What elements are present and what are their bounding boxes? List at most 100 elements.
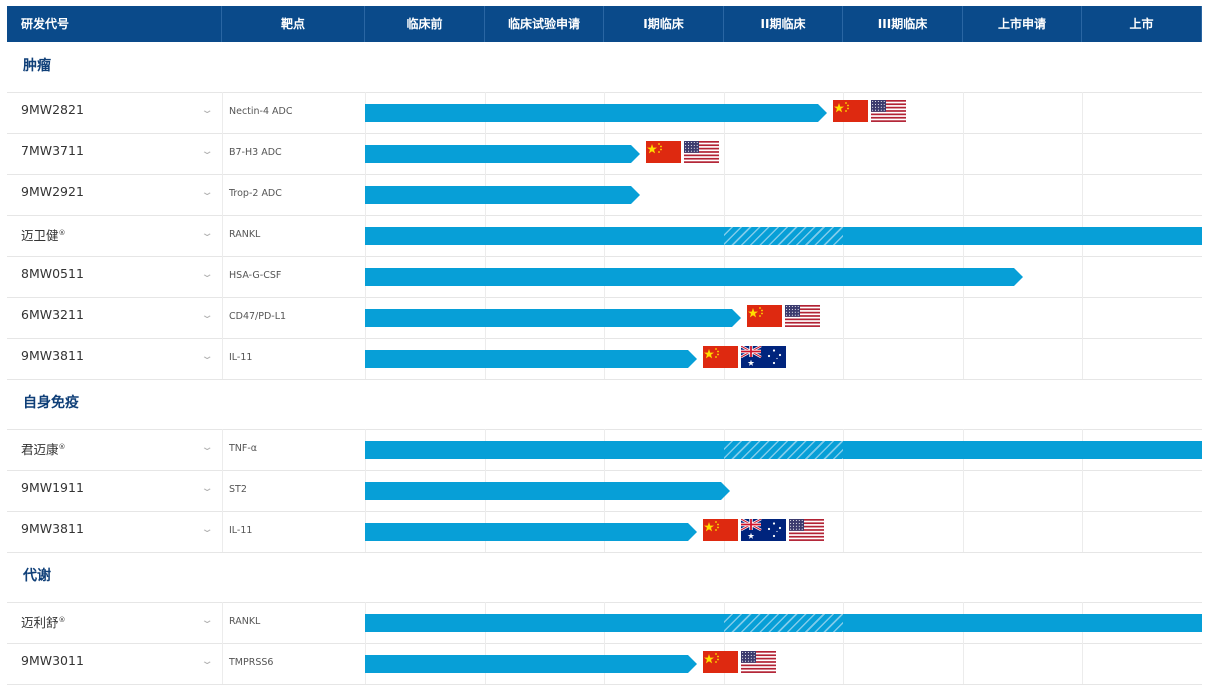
- pipeline-row[interactable]: 9MW3011 ⌄ TMPRSS6: [7, 643, 1202, 684]
- column-divider: [1082, 133, 1083, 174]
- chevron-down-icon[interactable]: ⌄: [200, 351, 214, 362]
- column-divider: [222, 92, 223, 133]
- progress-bar: [365, 441, 1202, 459]
- chevron-down-icon[interactable]: ⌄: [200, 105, 214, 116]
- column-divider: [843, 297, 844, 338]
- column-divider: [963, 470, 964, 511]
- column-divider: [222, 511, 223, 552]
- target-label: B7-H3 ADC: [229, 147, 282, 158]
- column-divider: [1082, 297, 1083, 338]
- progress-bar: [365, 186, 640, 204]
- pipeline-row[interactable]: 8MW0511 ⌄ HSA-G-CSF: [7, 256, 1202, 297]
- target-label: RANKL: [229, 229, 261, 240]
- column-divider: [1082, 643, 1083, 684]
- chevron-down-icon[interactable]: ⌄: [200, 228, 214, 239]
- pipeline-row[interactable]: 君迈康® ⌄ TNF-α: [7, 429, 1202, 470]
- drug-code-text: 9MW3811: [21, 521, 84, 536]
- column-divider: [1082, 470, 1083, 511]
- column-divider: [963, 92, 964, 133]
- drug-code-text: 君迈康: [21, 442, 59, 458]
- header-col-phase1: I期临床: [604, 6, 724, 42]
- progress-bar: [365, 655, 697, 673]
- chevron-down-icon[interactable]: ⌄: [200, 442, 214, 453]
- chevron-down-icon[interactable]: ⌄: [200, 187, 214, 198]
- usa-flag-icon: [871, 100, 906, 122]
- drug-code-text: 迈利舒: [21, 615, 59, 631]
- drug-code-text: 9MW2921: [21, 184, 84, 199]
- drug-code-text: 9MW1911: [21, 480, 84, 495]
- usa-flag-icon: [789, 519, 824, 541]
- pipeline-row[interactable]: 9MW2921 ⌄ Trop-2 ADC: [7, 174, 1202, 215]
- china-flag-icon: [646, 141, 681, 163]
- row-divider: [7, 684, 1202, 685]
- pipeline-row[interactable]: 9MW3811 ⌄ IL-11: [7, 338, 1202, 379]
- pipeline-row[interactable]: 9MW3811 ⌄ IL-11: [7, 511, 1202, 552]
- column-divider: [843, 511, 844, 552]
- column-divider: [724, 174, 725, 215]
- chevron-down-icon[interactable]: ⌄: [200, 656, 214, 667]
- region-flags: [646, 141, 722, 165]
- region-flags: [703, 651, 779, 675]
- usa-flag-icon: [684, 141, 719, 163]
- drug-code-text: 6MW3211: [21, 307, 84, 322]
- target-label: HSA-G-CSF: [229, 270, 282, 281]
- pipeline-row[interactable]: 9MW1911 ⌄ ST2: [7, 470, 1202, 511]
- drug-code: 迈卫健®: [21, 223, 66, 243]
- header-col-target: 靶点: [222, 6, 365, 42]
- australia-flag-icon: [741, 346, 786, 368]
- column-divider: [222, 133, 223, 174]
- column-divider: [1082, 92, 1083, 133]
- drug-code: 7MW3711: [21, 141, 84, 161]
- column-divider: [843, 133, 844, 174]
- drug-code: 君迈康®: [21, 437, 66, 457]
- drug-code: 8MW0511: [21, 264, 84, 284]
- column-divider: [222, 602, 223, 643]
- chevron-down-icon[interactable]: ⌄: [200, 269, 214, 280]
- progress-hatch: [724, 227, 843, 245]
- progress-bar: [365, 309, 741, 327]
- drug-code-text: 7MW3711: [21, 143, 84, 158]
- target-label: TMPRSS6: [229, 657, 274, 668]
- progress-bar: [365, 350, 697, 368]
- column-divider: [1082, 256, 1083, 297]
- target-label: Trop-2 ADC: [229, 188, 282, 199]
- column-divider: [222, 429, 223, 470]
- column-divider: [222, 174, 223, 215]
- column-divider: [963, 511, 964, 552]
- drug-code-text: 9MW3011: [21, 653, 84, 668]
- drug-code-text: 8MW0511: [21, 266, 84, 281]
- column-divider: [843, 338, 844, 379]
- china-flag-icon: [747, 305, 782, 327]
- pipeline-row[interactable]: 7MW3711 ⌄ B7-H3 ADC: [7, 133, 1202, 174]
- category-oncology: 肿瘤: [23, 58, 51, 74]
- category-autoimmune: 自身免疫: [23, 395, 79, 411]
- chevron-down-icon[interactable]: ⌄: [200, 483, 214, 494]
- target-label: IL-11: [229, 352, 253, 363]
- table-header: 研发代号 靶点 临床前 临床试验申请 I期临床 II期临床 III期临床 上市申请 上市: [7, 6, 1202, 42]
- progress-bar: [365, 268, 1023, 286]
- chevron-down-icon[interactable]: ⌄: [200, 524, 214, 535]
- chevron-down-icon[interactable]: ⌄: [200, 146, 214, 157]
- progress-bar: [365, 523, 697, 541]
- drug-code-text: 9MW3811: [21, 348, 84, 363]
- drug-code-text: 9MW2821: [21, 102, 84, 117]
- pipeline-row[interactable]: 迈卫健® ⌄ RANKL: [7, 215, 1202, 256]
- column-divider: [963, 133, 964, 174]
- chevron-down-icon[interactable]: ⌄: [200, 615, 214, 626]
- region-flags: [703, 346, 789, 370]
- registered-mark: ®: [58, 229, 66, 237]
- column-divider: [963, 174, 964, 215]
- pipeline-row[interactable]: 6MW3211 ⌄ CD47/PD-L1: [7, 297, 1202, 338]
- column-divider: [843, 643, 844, 684]
- pipeline-row[interactable]: 9MW2821 ⌄ Nectin-4 ADC: [7, 92, 1202, 133]
- drug-code: 9MW1911: [21, 478, 84, 498]
- chevron-down-icon[interactable]: ⌄: [200, 310, 214, 321]
- progress-hatch: [724, 441, 843, 459]
- drug-code: 9MW2921: [21, 182, 84, 202]
- progress-bar: [365, 482, 730, 500]
- progress-bar: [365, 614, 1202, 632]
- column-divider: [222, 470, 223, 511]
- drug-code: 6MW3211: [21, 305, 84, 325]
- header-col-ind: 临床试验申请: [485, 6, 604, 42]
- pipeline-row[interactable]: 迈利舒® ⌄ RANKL: [7, 602, 1202, 643]
